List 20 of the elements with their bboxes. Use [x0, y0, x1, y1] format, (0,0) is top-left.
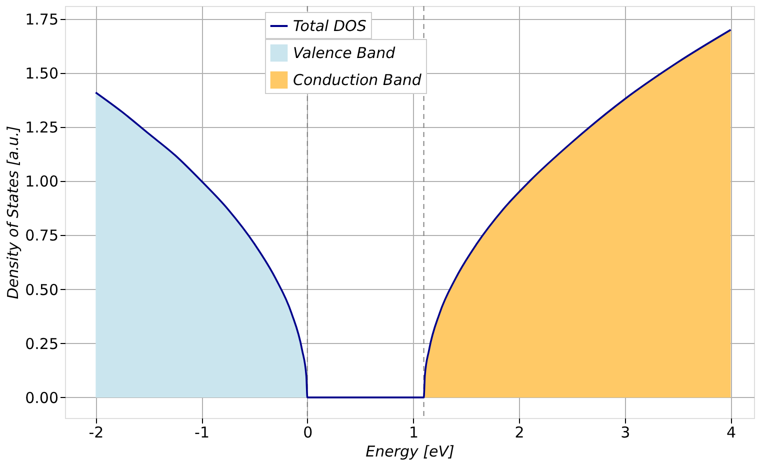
legend-label: Conduction Band	[293, 71, 422, 89]
legend-label: Total DOS	[293, 17, 367, 35]
legend-label: Valence Band	[293, 44, 396, 62]
y-axis-title: Density of States [a.u.]	[4, 126, 22, 300]
x-tick-label: 1	[408, 424, 418, 442]
x-tick-label: -2	[88, 424, 104, 442]
y-tick-label: 0.00	[25, 388, 58, 407]
x-tick-label: 0	[303, 424, 313, 442]
y-tick-label: 0.75	[25, 226, 58, 245]
x-tick-label: 3	[620, 424, 630, 442]
y-tick-label: 1.50	[25, 64, 58, 83]
y-tick-label: 1.25	[25, 118, 58, 137]
x-tick-label: -1	[194, 424, 210, 442]
y-tick-label: 1.75	[25, 10, 58, 28]
y-tick-label: 0.25	[25, 334, 58, 353]
y-tick-label: 1.00	[25, 172, 58, 191]
x-axis-title: Energy [eV]	[366, 442, 455, 460]
x-tick-label: 2	[514, 424, 524, 442]
x-tick-label: 4	[726, 424, 736, 442]
y-tick-label: 0.50	[25, 280, 58, 299]
